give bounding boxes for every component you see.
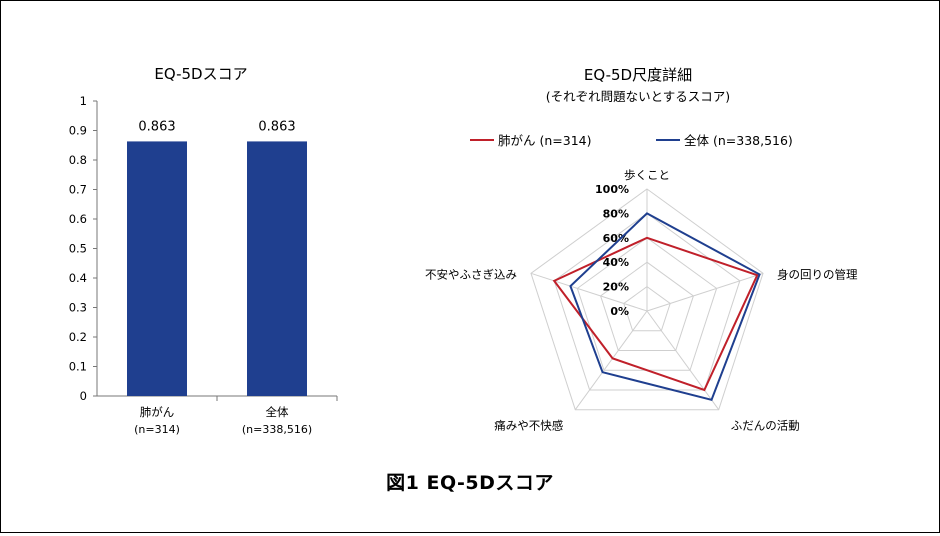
- radar-series: [552, 212, 761, 402]
- radar-series-line: [569, 212, 761, 402]
- radar-chart-title: EQ-5D尺度詳細: [584, 66, 692, 84]
- radar-tick-label: 0%: [610, 305, 629, 318]
- radar-tick-label: 100%: [595, 183, 629, 196]
- bar-category-label: 全体: [266, 405, 289, 419]
- radar-spoke: [574, 310, 648, 410]
- bar-y-tick-label: 0.7: [69, 183, 87, 197]
- bar-chart-title: EQ-5Dスコア: [154, 65, 247, 83]
- radar-axis-label: 歩くこと: [624, 168, 670, 182]
- bar-category-label: 肺がん: [140, 405, 175, 419]
- radar-tick-label: 80%: [603, 207, 629, 220]
- radar-axis-label: ふだんの活動: [731, 419, 800, 433]
- bar-y-tick-label: 0.9: [69, 124, 87, 138]
- radar-spoke: [646, 310, 720, 410]
- radar-tick-label: 20%: [603, 281, 629, 294]
- legend-label: 全体 (n=338,516): [684, 133, 793, 148]
- radar-spoke: [530, 272, 648, 312]
- bar-y-tick-label: 0.4: [69, 271, 87, 285]
- radar-grid-ring: [600, 261, 694, 351]
- bar: [127, 141, 187, 396]
- radar-grid-ring: [623, 285, 671, 332]
- bar-y-tick-label: 0.6: [69, 212, 87, 226]
- bar-y-tick-label: 0.1: [69, 360, 87, 374]
- radar-axis-label: 身の回りの管理: [777, 267, 858, 281]
- radar-grid-ring: [530, 188, 764, 411]
- radar-grid: 0% 20% 40% 60% 80% 100%: [530, 183, 764, 411]
- radar-spoke: [646, 272, 764, 312]
- bar-y-tick-label: 0.3: [69, 301, 87, 315]
- bar-chart: EQ-5Dスコア 0 0.1 0.2 0.3 0.4 0.5 0.6 0.7 0.8 0.9 1 0…: [69, 65, 338, 436]
- bar-category-sublabel: (n=338,516): [242, 423, 312, 436]
- bar-category-sublabel: (n=314): [134, 423, 180, 436]
- radar-axis-label: 不安やふさぎ込み: [425, 267, 517, 281]
- bar-y-tick-label: 0: [80, 389, 87, 403]
- radar-series-line: [552, 236, 759, 392]
- bar-chart-bars: 0.863 肺がん (n=314) 0.863 全体 (n=338,516): [127, 119, 312, 436]
- bar-y-tick-label: 0.8: [69, 153, 87, 167]
- bar-data-label: 0.863: [258, 119, 295, 134]
- bar-y-tick-label: 1: [80, 94, 87, 108]
- figure-caption: 図1 EQ-5Dスコア: [386, 472, 554, 494]
- bar-y-tick-label: 0.2: [69, 330, 87, 344]
- legend-label: 肺がん (n=314): [498, 133, 591, 148]
- radar-grid-ring: [553, 212, 741, 391]
- radar-legend: 肺がん (n=314) 全体 (n=338,516): [470, 133, 793, 148]
- bar-chart-axes: 0 0.1 0.2 0.3 0.4 0.5 0.6 0.7 0.8 0.9 1: [69, 94, 338, 403]
- radar-tick-label: 40%: [603, 256, 629, 269]
- bar-data-label: 0.863: [138, 119, 175, 134]
- radar-axis-label: 痛みや不快感: [494, 419, 563, 433]
- radar-tick-label: 60%: [603, 232, 629, 245]
- radar-chart: EQ-5D尺度詳細 (それぞれ問題ないとするスコア) 肺がん (n=314) 全体…: [425, 66, 858, 433]
- radar-chart-subtitle: (それぞれ問題ないとするスコア): [546, 89, 730, 104]
- bar-y-tick-label: 0.5: [69, 242, 87, 256]
- bar: [247, 141, 307, 396]
